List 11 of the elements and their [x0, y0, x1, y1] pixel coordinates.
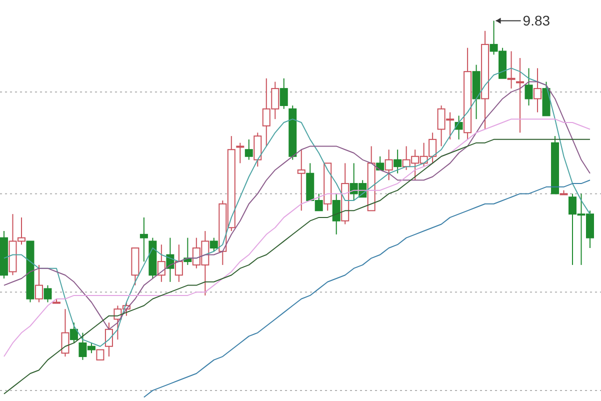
annotation: 9.83 [522, 12, 550, 29]
candlestick [297, 149, 306, 212]
candlestick [140, 216, 148, 262]
candlestick [481, 30, 490, 130]
candlestick [174, 244, 183, 282]
candlestick [524, 68, 533, 106]
candlestick [384, 149, 393, 181]
candlestick [157, 244, 166, 282]
candlestick [507, 50, 516, 90]
candlestick [516, 58, 524, 134]
candlestick [534, 68, 542, 113]
